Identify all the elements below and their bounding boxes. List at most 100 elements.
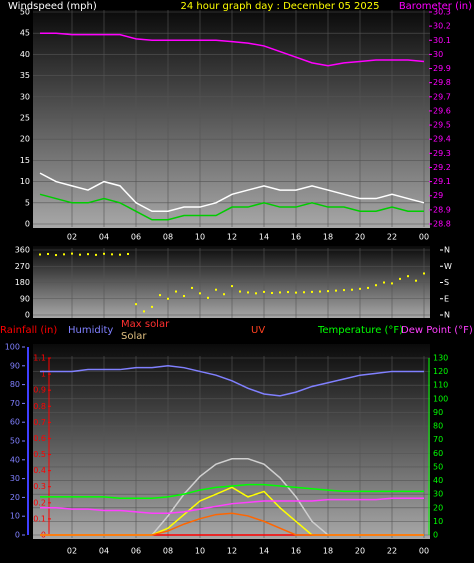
legend-entry: Rainfall (in) [0, 325, 57, 336]
point [303, 291, 305, 294]
series-line [40, 512, 424, 536]
y-tick-label: 0.2 [33, 498, 46, 507]
y-tick-label: 0.8 [33, 402, 46, 411]
y-tick-label: N [444, 311, 450, 320]
y-tick-label: 40 [20, 50, 30, 59]
point [199, 292, 201, 295]
x-tick-label: 18 [323, 547, 333, 556]
y-tick-label: 100 [5, 343, 20, 352]
y-tick-label: 90 [10, 361, 20, 370]
y-tick-label: 20 [433, 503, 443, 512]
point [343, 289, 345, 292]
y-tick-label: 29.1 [433, 177, 451, 186]
x-tick-label: 08 [163, 233, 173, 242]
point [239, 290, 241, 293]
y-tick-label: 10 [10, 512, 20, 521]
point [63, 253, 65, 256]
x-tick-label: 02 [67, 547, 77, 556]
y-tick-label: 130 [433, 354, 448, 363]
x-tick-label: 14 [259, 547, 269, 556]
point [375, 284, 377, 287]
y-tick-label: 20 [20, 135, 30, 144]
x-tick-label: 10 [195, 233, 205, 242]
y-tick-label: 40 [10, 455, 20, 464]
point [79, 253, 81, 256]
y-tick-label: N [444, 246, 450, 255]
y-tick-label: 29.7 [433, 92, 451, 101]
x-tick-label: 16 [291, 233, 301, 242]
point [223, 293, 225, 296]
point [159, 294, 161, 297]
point [247, 291, 249, 294]
point [359, 287, 361, 290]
y-tick-label: 30 [20, 92, 30, 101]
y-tick-label: 0 [15, 531, 20, 540]
x-tick-label: 16 [291, 547, 301, 556]
point [423, 272, 425, 275]
y-tick-label: 0.5 [33, 450, 46, 459]
series-line [40, 365, 424, 397]
y-tick-label: 30.2 [433, 22, 451, 31]
x-tick-label: 20 [355, 547, 365, 556]
x-tick-label: 10 [195, 547, 205, 556]
point [351, 288, 353, 291]
y-tick-label: 0 [433, 531, 438, 540]
y-tick-label: 25 [20, 114, 30, 123]
legend-entry: Solar [121, 331, 147, 342]
y-tick-label: 270 [15, 262, 30, 271]
point [415, 279, 417, 282]
y-tick-label: 0.1 [33, 514, 46, 523]
x-tick-label: 12 [227, 233, 237, 242]
legend-entry: Max solar [121, 319, 170, 330]
y-tick-label: 29.2 [433, 163, 451, 172]
y-tick-label: 10 [20, 177, 30, 186]
x-tick-label: 22 [387, 233, 397, 242]
y-tick-label: 120 [433, 367, 448, 376]
y-tick-label: 29.5 [433, 121, 451, 130]
y-tick-label: 30 [433, 490, 443, 499]
y-tick-label: 110 [433, 381, 448, 390]
y-tick-label: 50 [20, 8, 30, 17]
point [47, 252, 49, 255]
y-tick-label: E [444, 294, 449, 303]
y-tick-label: 35 [20, 71, 30, 80]
point [319, 290, 321, 293]
y-tick-label: 5 [25, 198, 30, 207]
point [407, 275, 409, 278]
point [111, 253, 113, 256]
y-tick-label: 29 [433, 191, 443, 200]
y-tick-label: 80 [10, 380, 20, 389]
y-tick-label: 40 [433, 476, 443, 485]
point [271, 291, 273, 294]
x-tick-label: 12 [227, 547, 237, 556]
x-tick-label: 08 [163, 547, 173, 556]
plot-area [33, 344, 430, 539]
x-tick-label: 00 [419, 547, 429, 556]
series-line [40, 483, 424, 499]
y-tick-label: 30 [433, 50, 443, 59]
plot-area [33, 246, 430, 318]
y-tick-label: 30.3 [433, 8, 451, 17]
point [295, 291, 297, 294]
y-tick-label: 90 [433, 408, 443, 417]
y-tick-label: 1.1 [33, 354, 46, 363]
y-tick-label: 0 [25, 220, 30, 229]
y-tick-label: 360 [15, 246, 30, 255]
y-tick-label: 80 [433, 422, 443, 431]
point [183, 295, 185, 298]
y-axis-label: Windspeed (mph) [8, 1, 97, 12]
point [327, 290, 329, 293]
series-line [40, 497, 424, 514]
series-line [39, 193, 424, 221]
y-tick-label: 29.4 [433, 135, 451, 144]
y-tick-label: 0.4 [33, 466, 46, 475]
point [127, 252, 129, 255]
x-tick-label: 06 [131, 233, 141, 242]
x-tick-label: 14 [259, 233, 269, 242]
point [151, 305, 153, 308]
point [255, 292, 257, 295]
point [263, 290, 265, 293]
y-tick-label: 70 [433, 435, 443, 444]
y-tick-label: 30 [10, 474, 20, 483]
legend-entry: Dew Point (°F) [401, 325, 473, 336]
